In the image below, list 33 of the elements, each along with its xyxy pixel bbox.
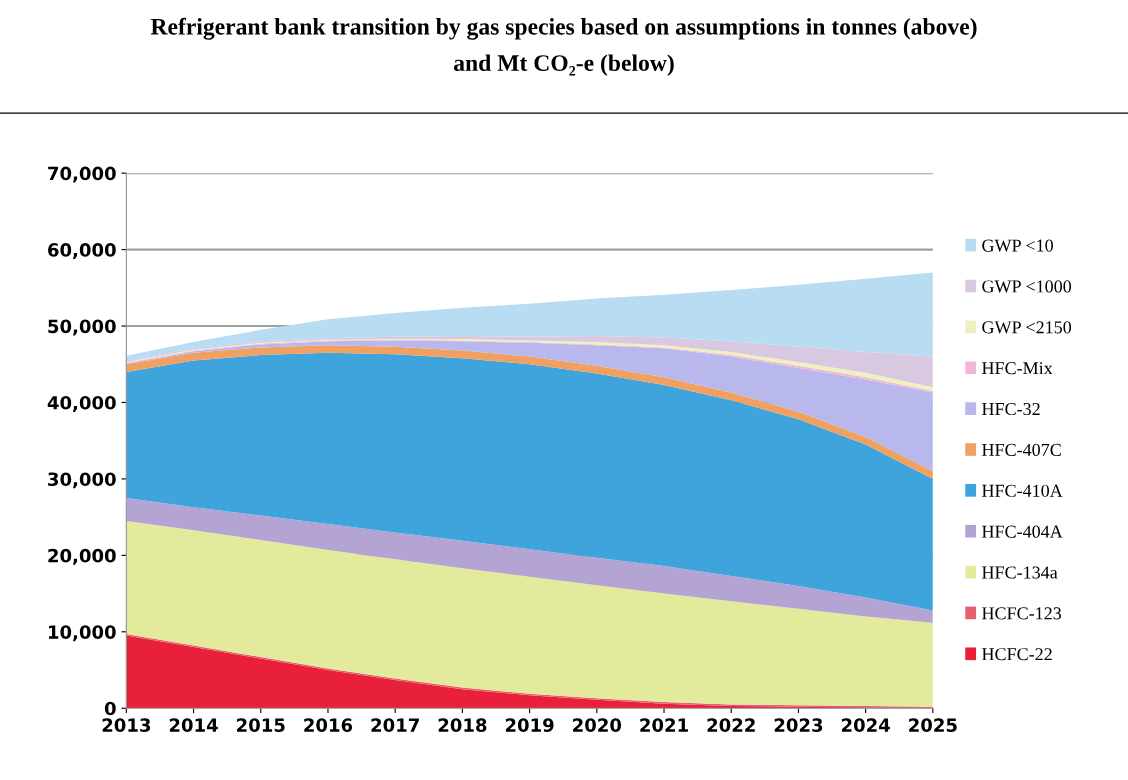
x-tick-label: 2015 (237, 718, 285, 732)
x-tick-label: 2023 (774, 718, 823, 732)
legend-label: GWP <2150 (982, 321, 1072, 334)
y-tick-label: 0 (104, 701, 116, 716)
x-tick-label: 2016 (304, 718, 353, 732)
x-tick-label: 2014 (169, 718, 218, 732)
legend-label: HFC-407C (982, 443, 1061, 456)
chart-title: Refrigerant bank transition by gas species based on assumptions in tonnes (above) and Mt CO₂-e (below) (150, 17, 977, 76)
y-tick-label: 40,000 (47, 395, 116, 412)
x-tick-label: 2024 (841, 718, 890, 732)
x-tick-label: 2021 (640, 718, 688, 732)
legend-label: HFC-134a (982, 566, 1058, 579)
y-tick-label: 60,000 (48, 243, 116, 260)
legend-label: HCFC-123 (982, 607, 1062, 620)
y-tick-label: 30,000 (48, 472, 116, 489)
x-tick-label: 2019 (505, 718, 554, 732)
y-tick-label: 20,000 (48, 548, 116, 565)
legend-label: HFC-Mix (982, 362, 1053, 375)
legend-label: HFC-404A (982, 525, 1063, 538)
legend-label: HFC-32 (982, 402, 1040, 416)
legend-label: HFC-410A (982, 484, 1063, 497)
legend-label: GWP <10 (982, 239, 1053, 252)
legend-label: HCFC-22 (982, 648, 1052, 661)
x-tick-label: 2020 (573, 718, 622, 732)
x-tick-label: 2025 (909, 718, 957, 732)
y-tick-label: 70,000 (48, 166, 116, 183)
x-tick-label: 2013 (102, 718, 151, 732)
y-tick-label: 50,000 (48, 319, 116, 336)
legend-label: GWP <1000 (982, 280, 1072, 293)
y-tick-label: 10,000 (48, 625, 116, 642)
x-tick-label: 2022 (707, 718, 755, 732)
x-tick-label: 2018 (438, 718, 487, 732)
x-tick-label: 2017 (371, 718, 419, 732)
